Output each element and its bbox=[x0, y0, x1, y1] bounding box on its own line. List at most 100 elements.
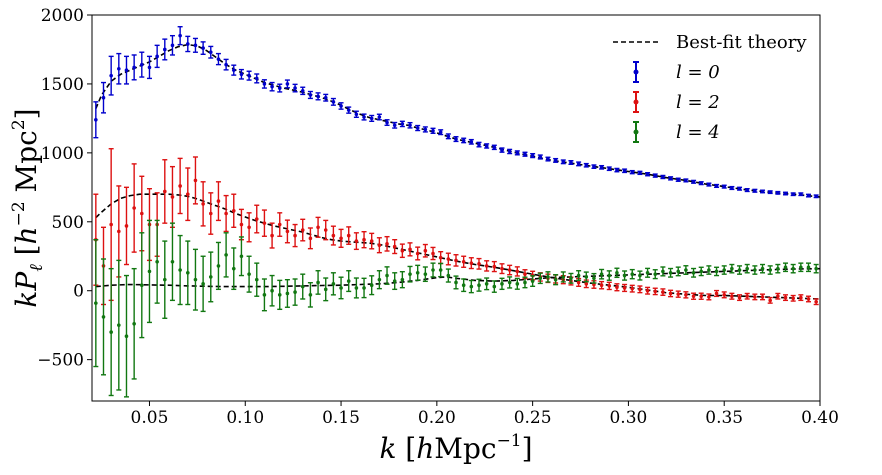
data-point bbox=[392, 121, 398, 129]
data-point bbox=[645, 267, 651, 278]
data-point bbox=[744, 292, 750, 300]
data-point bbox=[292, 223, 298, 248]
data-point bbox=[315, 270, 321, 295]
data-point bbox=[767, 265, 773, 275]
data-point bbox=[284, 278, 290, 308]
data-point bbox=[813, 263, 819, 274]
data-point bbox=[284, 79, 290, 89]
data-point bbox=[154, 44, 160, 69]
data-point bbox=[744, 187, 750, 193]
point-marker bbox=[101, 95, 106, 100]
data-point bbox=[622, 270, 628, 281]
data-point bbox=[277, 212, 283, 237]
point-marker bbox=[346, 279, 351, 283]
point-marker bbox=[753, 268, 757, 272]
data-point bbox=[93, 239, 99, 368]
point-marker bbox=[684, 178, 688, 183]
data-point bbox=[484, 143, 490, 149]
data-point bbox=[683, 291, 689, 299]
data-point bbox=[553, 157, 559, 163]
data-point bbox=[599, 280, 605, 290]
x-tick-label: 0.15 bbox=[322, 408, 360, 428]
point-marker bbox=[638, 287, 642, 292]
point-marker bbox=[239, 222, 244, 227]
point-marker bbox=[507, 280, 512, 285]
point-marker bbox=[262, 221, 267, 225]
data-point bbox=[476, 257, 482, 270]
data-point bbox=[813, 298, 819, 306]
data-point bbox=[108, 267, 114, 397]
point-marker bbox=[668, 291, 673, 296]
data-point bbox=[698, 266, 704, 277]
point-marker bbox=[308, 93, 313, 97]
point-marker bbox=[377, 115, 382, 119]
point-marker bbox=[607, 284, 612, 288]
data-point bbox=[208, 45, 214, 59]
point-marker bbox=[117, 66, 121, 71]
point-marker bbox=[737, 295, 742, 300]
point-marker bbox=[622, 168, 627, 173]
y-tick-label: 2000 bbox=[41, 6, 84, 26]
point-marker bbox=[231, 68, 236, 72]
point-marker bbox=[308, 236, 313, 241]
point-marker bbox=[638, 171, 642, 175]
point-marker bbox=[117, 323, 121, 327]
data-point bbox=[369, 232, 375, 250]
data-point bbox=[315, 216, 321, 238]
point-marker bbox=[791, 266, 795, 271]
point-marker bbox=[124, 224, 129, 228]
data-point bbox=[407, 265, 413, 283]
point-marker bbox=[124, 68, 129, 72]
point-marker bbox=[415, 270, 420, 275]
point-marker bbox=[239, 254, 244, 259]
data-point bbox=[514, 150, 520, 156]
point-marker bbox=[339, 236, 343, 241]
data-point bbox=[790, 263, 796, 274]
point-marker bbox=[722, 293, 727, 297]
data-point bbox=[461, 137, 467, 144]
point-marker bbox=[147, 65, 152, 70]
point-marker bbox=[484, 282, 489, 286]
data-point bbox=[108, 55, 114, 96]
point-marker bbox=[538, 276, 543, 281]
data-point bbox=[629, 284, 635, 293]
point-marker bbox=[668, 270, 673, 275]
data-point bbox=[721, 291, 727, 299]
data-point bbox=[767, 190, 773, 195]
point-marker bbox=[561, 160, 566, 164]
point-marker bbox=[607, 273, 612, 278]
point-marker bbox=[454, 280, 458, 285]
point-marker bbox=[277, 293, 282, 297]
point-marker bbox=[117, 229, 121, 234]
point-marker bbox=[500, 266, 504, 271]
data-point bbox=[323, 93, 329, 102]
data-point bbox=[599, 268, 605, 280]
data-point bbox=[338, 102, 344, 110]
point-marker bbox=[553, 277, 558, 282]
data-point bbox=[430, 246, 436, 261]
data-point bbox=[369, 114, 375, 122]
data-point bbox=[300, 273, 306, 300]
data-point bbox=[461, 278, 467, 293]
data-point bbox=[806, 262, 812, 273]
point-marker bbox=[776, 294, 780, 299]
point-marker bbox=[354, 239, 359, 243]
point-marker bbox=[362, 237, 366, 242]
data-point bbox=[116, 259, 122, 391]
data-point bbox=[162, 159, 168, 224]
data-point bbox=[407, 242, 413, 257]
data-point bbox=[445, 133, 451, 140]
data-point bbox=[775, 292, 781, 300]
data-point bbox=[683, 178, 689, 183]
point-marker bbox=[768, 298, 772, 303]
point-marker bbox=[661, 269, 665, 274]
point-marker bbox=[584, 163, 589, 168]
point-marker bbox=[776, 266, 780, 271]
point-marker bbox=[507, 149, 512, 154]
point-marker bbox=[645, 270, 650, 275]
point-marker bbox=[293, 86, 297, 90]
point-marker bbox=[293, 233, 297, 238]
point-marker bbox=[247, 73, 251, 78]
point-marker bbox=[431, 129, 435, 133]
x-tick-label: 0.10 bbox=[226, 408, 264, 428]
